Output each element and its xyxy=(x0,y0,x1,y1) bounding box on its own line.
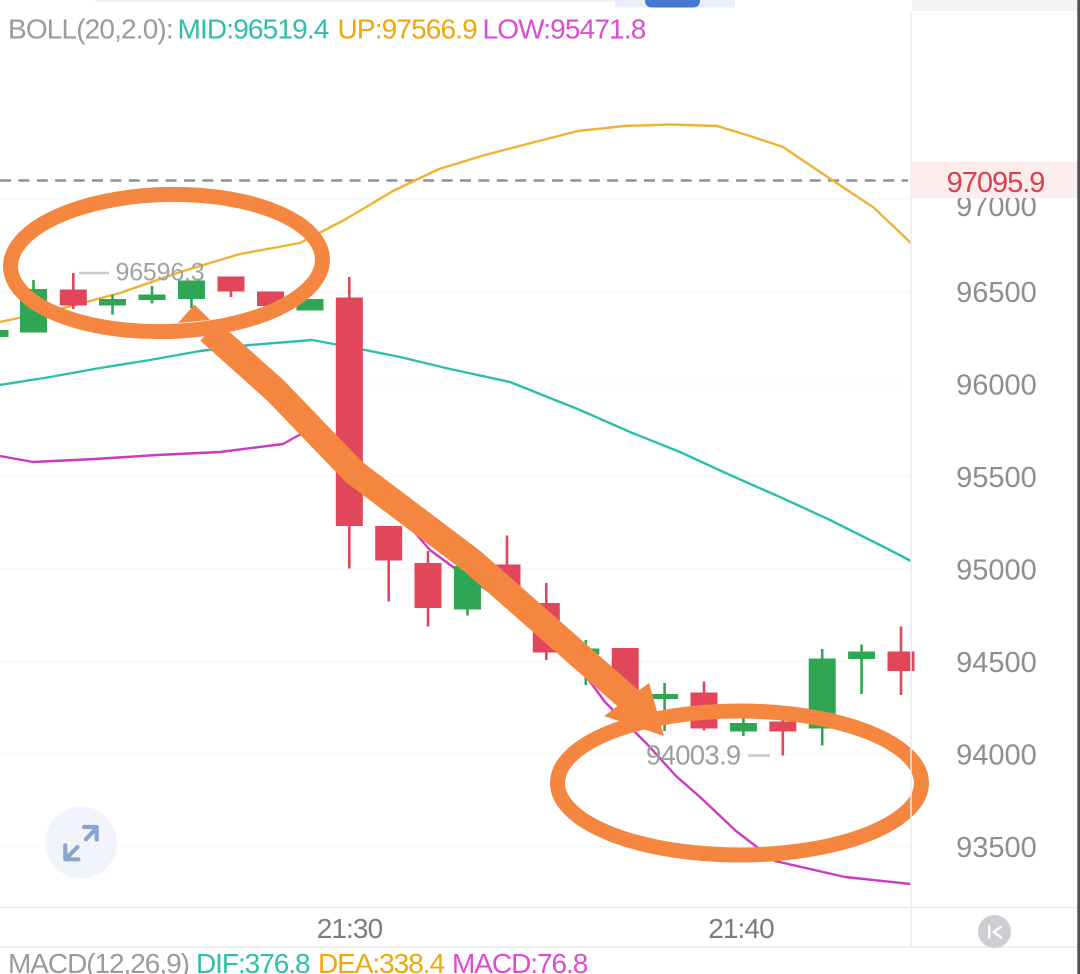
svg-text:94500: 94500 xyxy=(956,647,1037,679)
svg-text:21:40: 21:40 xyxy=(708,913,774,944)
svg-text:96000: 96000 xyxy=(956,369,1037,401)
svg-text:94000: 94000 xyxy=(956,739,1037,771)
svg-text:93500: 93500 xyxy=(956,832,1037,864)
svg-text:21:30: 21:30 xyxy=(317,913,383,944)
svg-text:96596.3: 96596.3 xyxy=(116,259,205,287)
svg-text:95000: 95000 xyxy=(956,554,1037,586)
svg-text:94003.9: 94003.9 xyxy=(646,740,741,771)
svg-text:96500: 96500 xyxy=(956,277,1037,309)
svg-text:97095.9: 97095.9 xyxy=(947,167,1045,199)
svg-text:95500: 95500 xyxy=(956,462,1037,494)
svg-text:BOLL(20,2.0):MID:96519.4UP:975: BOLL(20,2.0): MID:96519.4 UP:97566.9 LOW:95… xyxy=(8,14,646,45)
